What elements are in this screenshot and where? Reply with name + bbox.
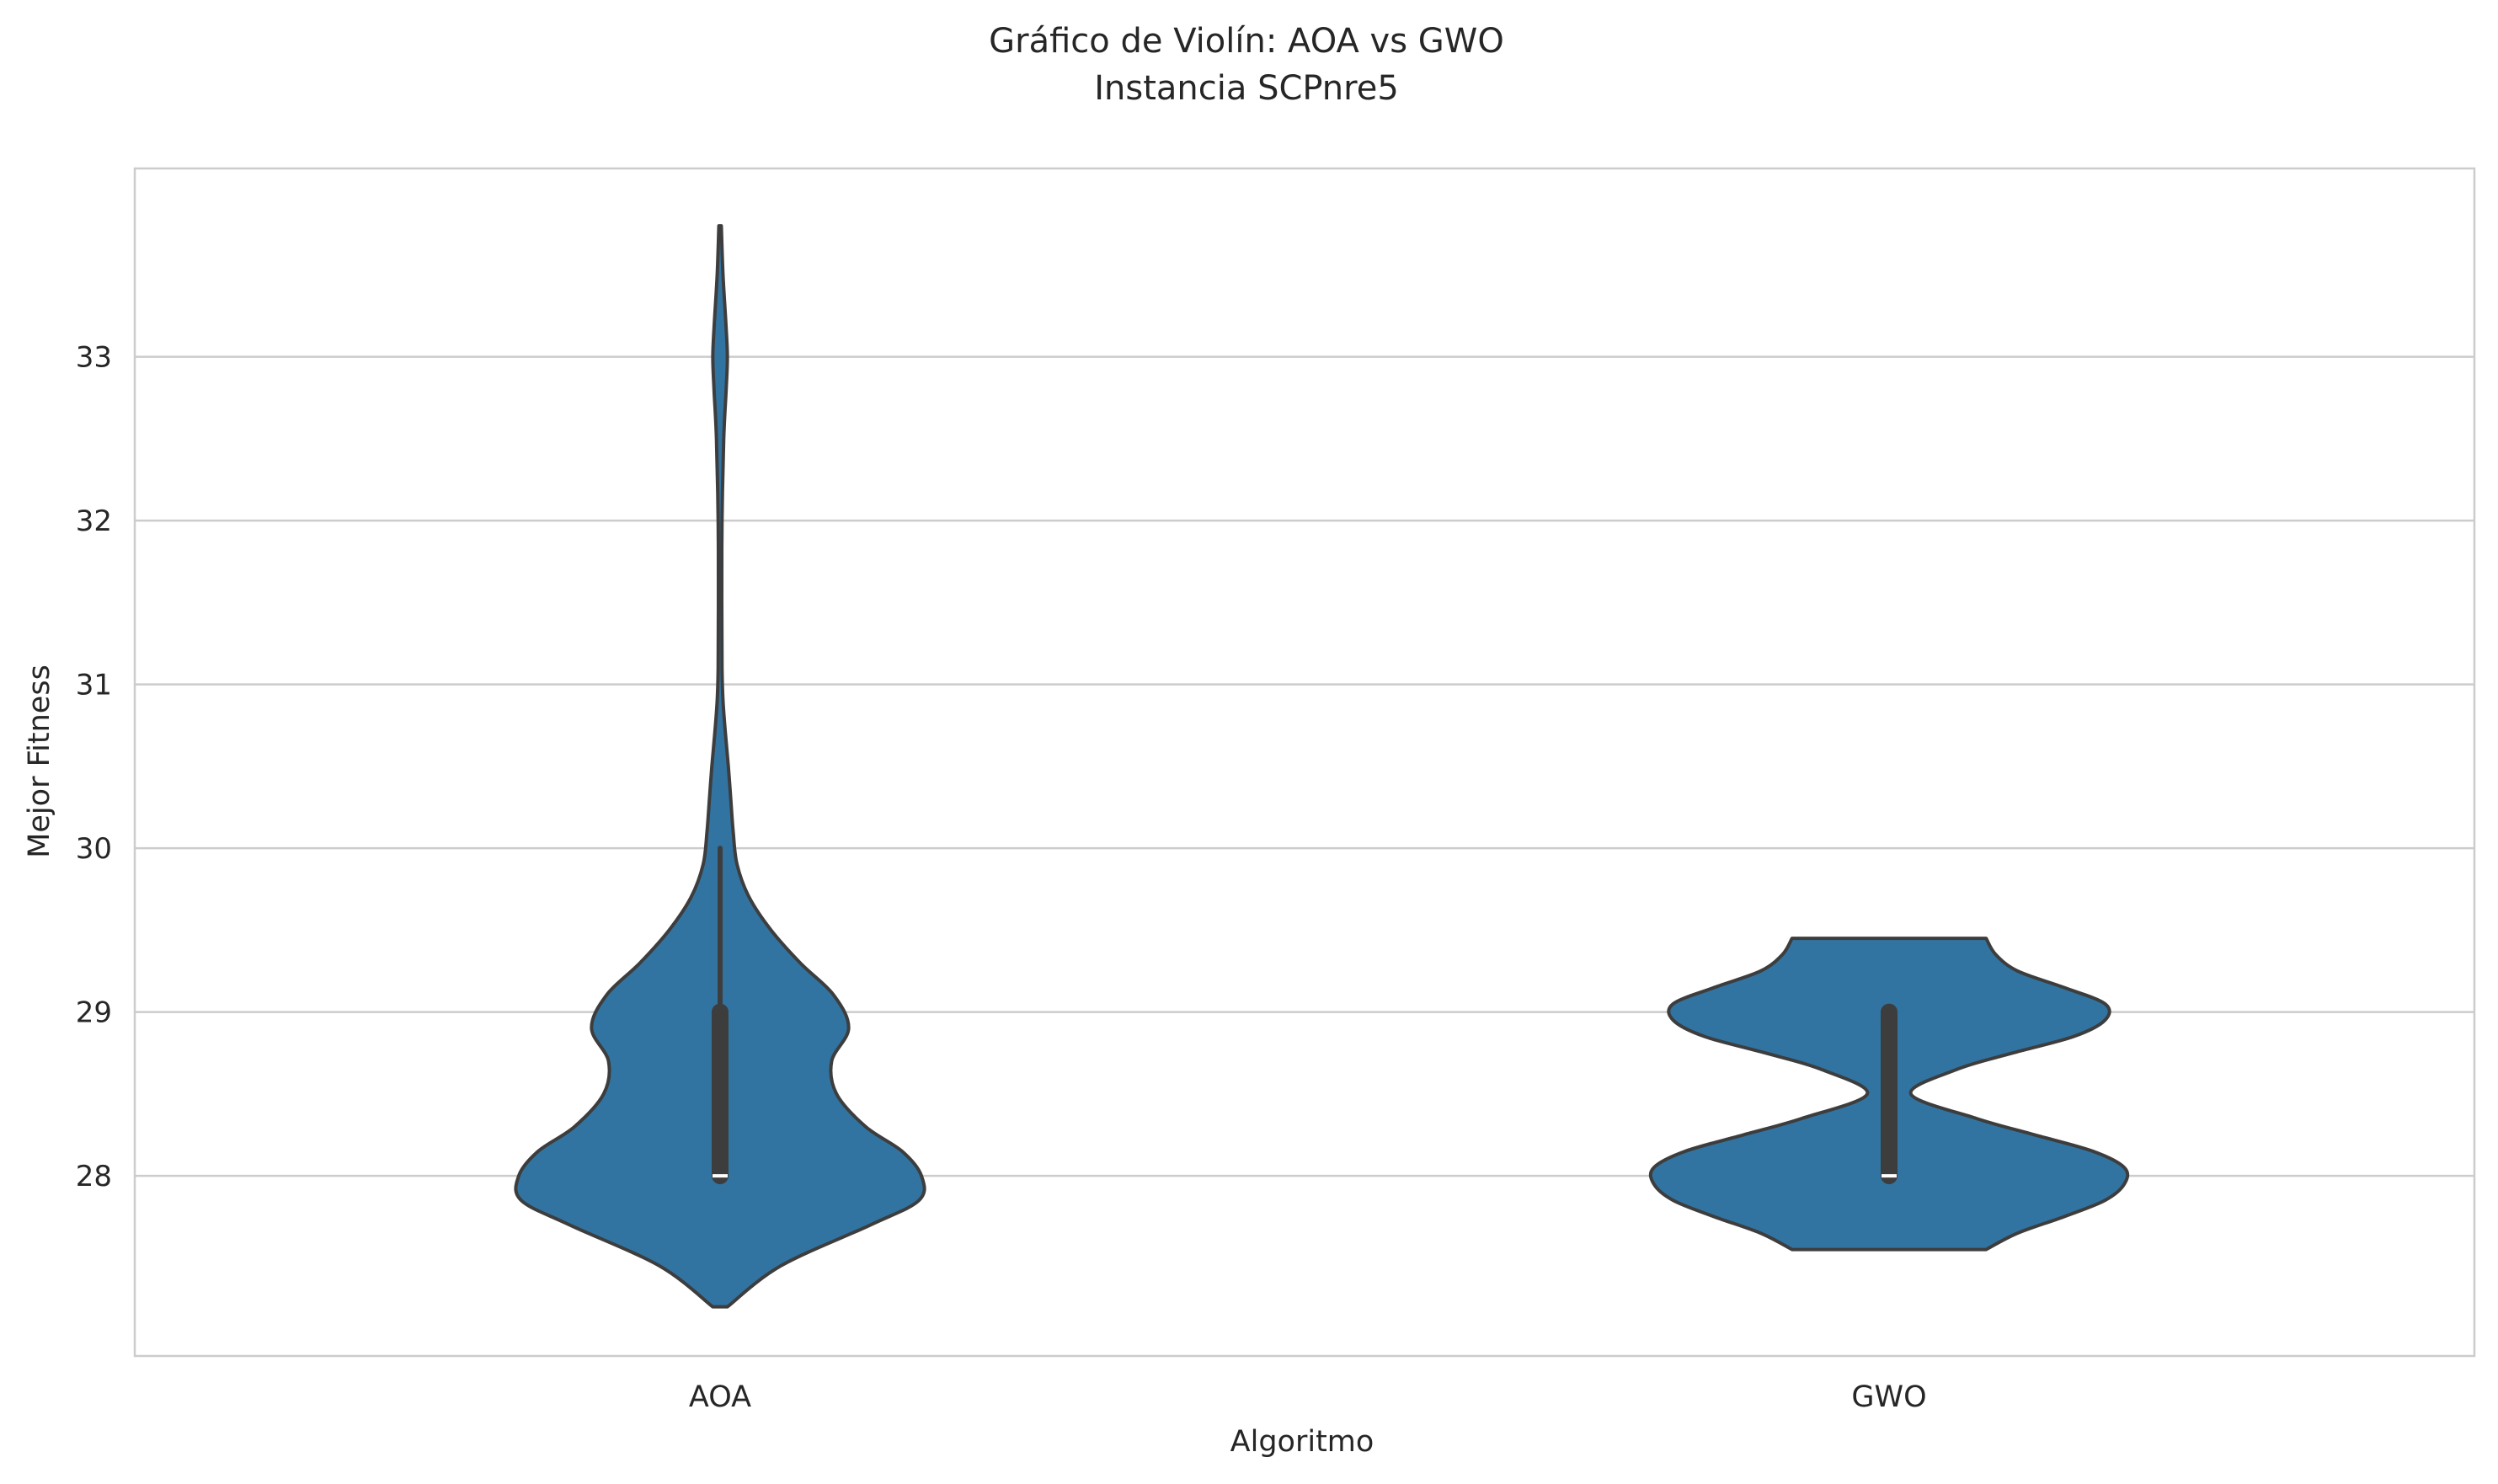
y-tick-label: 30 [76, 832, 112, 866]
y-tick-labels: 28 29 30 31 32 33 [76, 341, 112, 1193]
x-tick-labels: AOA GWO [689, 1380, 1927, 1414]
plot-frame [133, 167, 2476, 1358]
violin-gwo [1648, 937, 2130, 1252]
chart-title: Gráfico de Violín: AOA vs GWO [989, 22, 1504, 61]
y-tick-label: 29 [76, 996, 112, 1030]
y-tick-label: 33 [76, 341, 112, 375]
y-axis-label: Mejor Fitness [23, 665, 56, 858]
x-tick-label-gwo: GWO [1851, 1380, 1926, 1414]
x-axis-label: Algoritmo [1230, 1425, 1374, 1459]
chart-subtitle: Instancia SCPnre5 [1094, 69, 1399, 108]
y-tick-label: 31 [76, 669, 112, 702]
violin-body-aoa [514, 224, 926, 1309]
violin-aoa [514, 224, 926, 1309]
y-tick-label: 28 [76, 1160, 112, 1193]
violins [514, 224, 2130, 1309]
x-tick-label-aoa: AOA [689, 1380, 751, 1414]
y-tick-label: 32 [76, 504, 112, 538]
